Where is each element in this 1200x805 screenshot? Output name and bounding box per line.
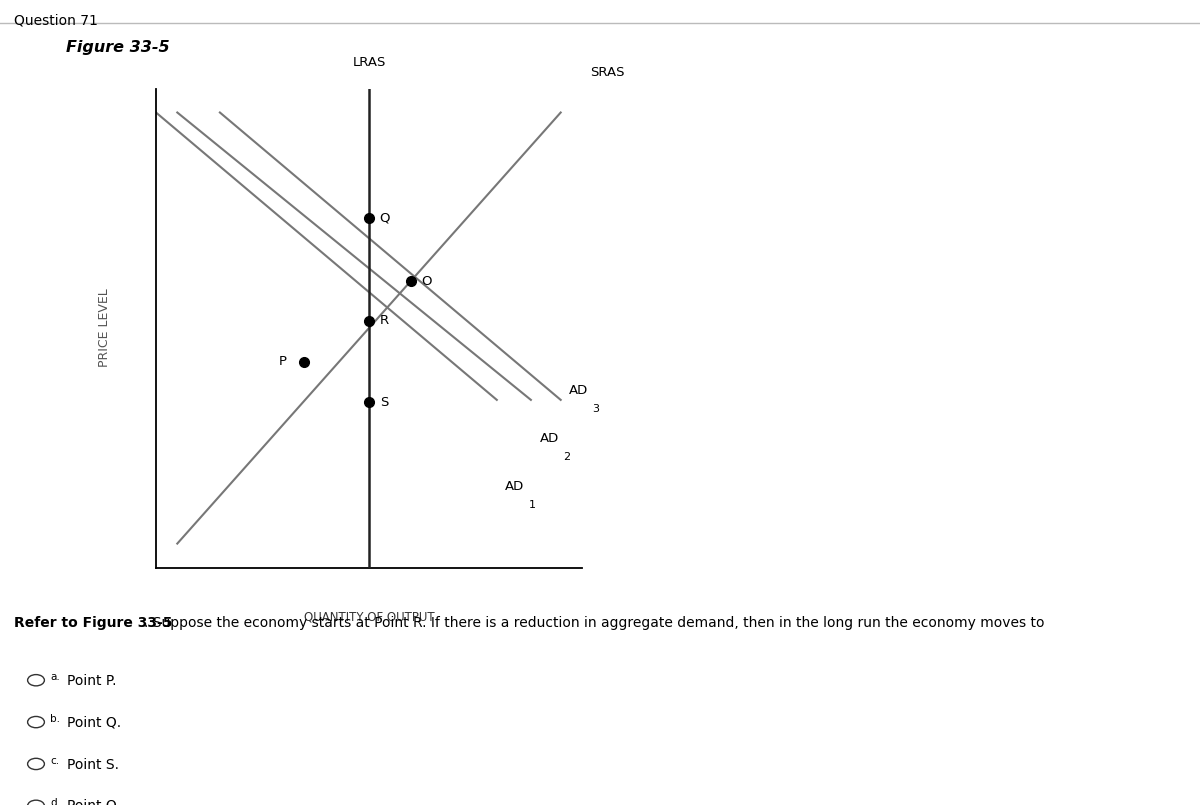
Text: Point Q.: Point Q. xyxy=(67,716,121,729)
Text: R: R xyxy=(379,315,389,328)
Text: Point S.: Point S. xyxy=(67,758,119,771)
Text: 3: 3 xyxy=(593,404,600,415)
Text: Q: Q xyxy=(379,212,390,225)
Text: SRAS: SRAS xyxy=(590,66,625,79)
Text: S: S xyxy=(379,396,388,409)
Text: Figure 33-5: Figure 33-5 xyxy=(66,40,169,56)
Text: AD: AD xyxy=(569,384,588,397)
Text: Question 71: Question 71 xyxy=(14,14,98,27)
Text: . Suppose the economy starts at Point R. If there is a reduction in aggregate de: . Suppose the economy starts at Point R.… xyxy=(144,616,1044,630)
Text: Point O.: Point O. xyxy=(67,799,121,805)
Text: c.: c. xyxy=(50,756,60,766)
Text: Refer to Figure 33-5: Refer to Figure 33-5 xyxy=(14,616,173,630)
Text: AD: AD xyxy=(540,431,559,444)
Text: LRAS: LRAS xyxy=(353,56,385,69)
Text: 1: 1 xyxy=(529,500,535,510)
Text: 2: 2 xyxy=(563,452,570,462)
Text: d.: d. xyxy=(50,798,60,805)
Text: PRICE LEVEL: PRICE LEVEL xyxy=(98,289,112,367)
Text: Point P.: Point P. xyxy=(67,674,116,687)
Text: QUANTITY OF OUTPUT: QUANTITY OF OUTPUT xyxy=(304,611,434,624)
Text: AD: AD xyxy=(505,480,524,493)
Text: a.: a. xyxy=(50,672,60,682)
Text: P: P xyxy=(278,355,287,368)
Text: b.: b. xyxy=(50,714,60,724)
Text: O: O xyxy=(421,275,432,287)
